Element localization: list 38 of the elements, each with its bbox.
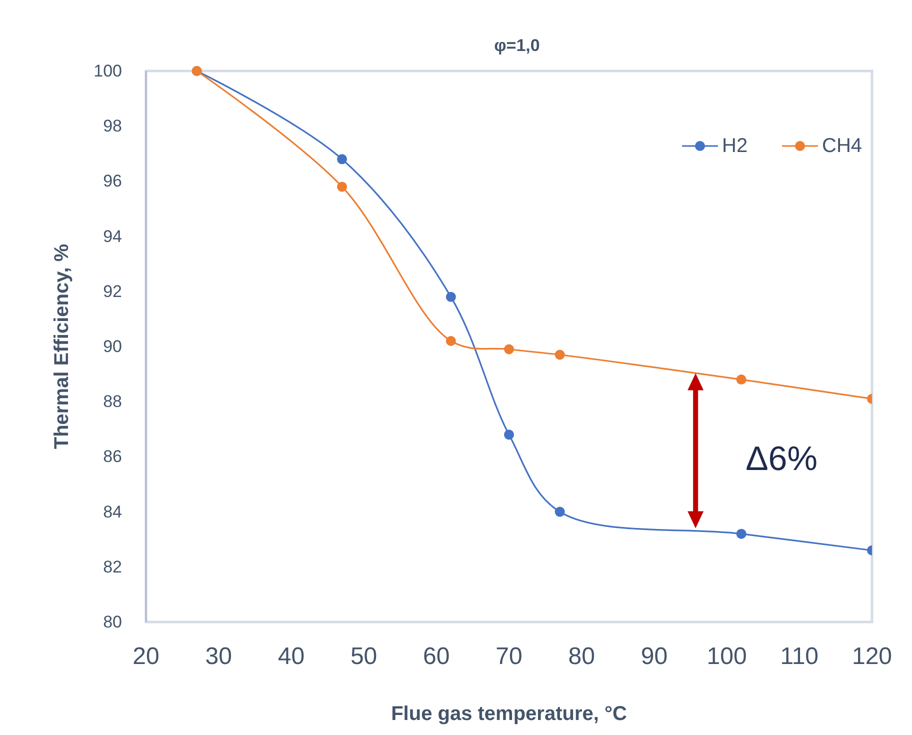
point	[337, 154, 348, 164]
x-tick-label: 120	[852, 643, 892, 670]
point	[554, 506, 565, 517]
x-tick-label: 30	[205, 643, 232, 670]
point	[504, 344, 514, 354]
y-tick-label: 96	[103, 172, 122, 191]
annotation: Δ6%	[746, 440, 818, 478]
x-tick-label: 70	[496, 643, 522, 670]
point	[337, 182, 348, 192]
y-tick-label: 92	[103, 282, 122, 301]
y-tick-label: 90	[103, 337, 122, 356]
point	[446, 336, 456, 346]
y-tick-label: 98	[103, 116, 122, 136]
legend-label: H2	[722, 135, 748, 157]
point	[736, 374, 746, 385]
point	[554, 350, 565, 360]
chart-title: φ=1,0	[494, 36, 540, 55]
y-axis-title: Thermal Efficiency, %	[51, 244, 73, 450]
point	[736, 528, 746, 539]
x-tick-label: 40	[278, 643, 305, 670]
legend-label: CH4	[822, 135, 862, 157]
x-tick-label: 50	[350, 643, 378, 670]
x-tick-label: 60	[423, 643, 450, 670]
x-tick-label: 80	[568, 643, 595, 670]
y-tick-label: 100	[94, 62, 122, 80]
y-tick-label: 94	[103, 226, 122, 246]
x-tick-label: 110	[780, 643, 819, 670]
point	[504, 430, 514, 440]
x-axis-title: Flue gas temperature, °C	[391, 703, 627, 725]
x-tick-label: 100	[706, 643, 747, 670]
y-tick-label: 80	[103, 612, 122, 632]
y-tick-label: 86	[103, 447, 122, 466]
x-tick-label: 20	[132, 643, 160, 670]
y-tick-label: 82	[103, 557, 122, 576]
point	[446, 292, 456, 302]
x-tick-label: 90	[640, 643, 668, 670]
y-tick-label: 88	[103, 392, 122, 412]
y-tick-label: 84	[103, 502, 122, 522]
